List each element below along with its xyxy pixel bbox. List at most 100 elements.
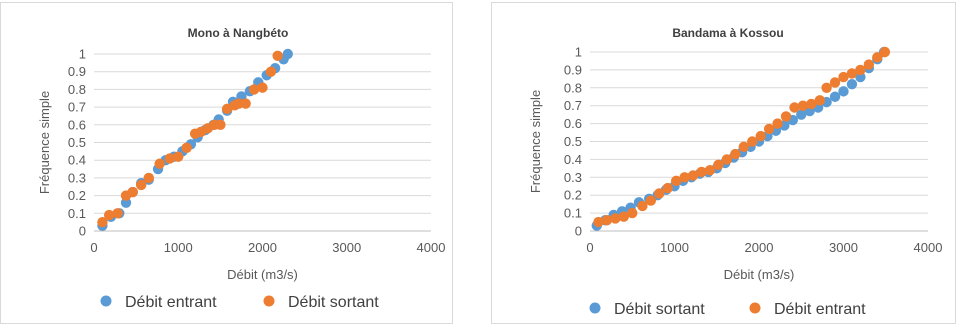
- data-point-d-bit-entrant: [670, 175, 682, 187]
- data-point-d-bit-entrant: [730, 148, 741, 160]
- data-point-d-bit-entrant: [838, 71, 849, 83]
- chart-svg-mono-nangbeto: Mono à Nangbéto 0 0.1 0.2 0.3 0.4 0.5 0.6 0.7 0.8…: [37, 26, 446, 311]
- data-point-d-bit-sortant: [265, 66, 277, 77]
- y-tick-label: 0.5: [68, 135, 86, 150]
- legend-label: Débit entrant: [125, 294, 217, 311]
- data-point-d-bit-sortant: [143, 172, 154, 184]
- y-tick-label: 0.7: [564, 98, 582, 113]
- data-point-d-bit-entrant: [618, 211, 629, 222]
- data-point-d-bit-sortant: [240, 98, 251, 109]
- y-axis-label: Fréquence simple: [37, 91, 52, 194]
- x-tick-label: 4000: [914, 240, 943, 255]
- y-tick-label: 0.3: [68, 170, 86, 185]
- data-point-d-bit-entrant: [696, 166, 707, 178]
- data-point-d-bit-entrant: [610, 213, 621, 224]
- y-tick-label: 0.8: [68, 82, 86, 97]
- data-point-d-bit-sortant: [103, 209, 115, 221]
- chart-mono-nangbeto: Mono à Nangbéto 0 0.1 0.2 0.3 0.4 0.5 0.6 0.7 0.8…: [0, 2, 453, 324]
- chart-title: Mono à Nangbéto: [188, 26, 289, 40]
- data-point-d-bit-entrant: [593, 216, 604, 228]
- x-tick-label: 0: [586, 240, 593, 255]
- y-tick-label: 0.8: [564, 80, 582, 95]
- data-point-d-bit-entrant: [645, 195, 657, 206]
- y-tick-label: 0.2: [564, 188, 582, 203]
- data-point-d-bit-entrant: [829, 77, 841, 88]
- data-point-d-bit-entrant: [821, 82, 832, 94]
- y-tick-label: 0.4: [564, 152, 582, 167]
- chart-bandama-kossou: Bandama à Kossou 0 0.1 0.2 0.3 0.4 0.5 0.6 0.7 0.…: [491, 2, 956, 324]
- chart-title: Bandama à Kossou: [672, 26, 783, 40]
- y-tick-label: 0.9: [68, 64, 86, 79]
- data-point-d-bit-entrant: [687, 170, 699, 181]
- y-tick-label: 0.5: [564, 134, 582, 149]
- y-tick-label: 0.4: [68, 153, 86, 168]
- y-tick-label: 0.6: [564, 116, 582, 131]
- data-point-d-bit-entrant: [814, 95, 826, 106]
- data-point-d-bit-entrant: [637, 200, 648, 212]
- data-point-d-bit-sortant: [173, 151, 184, 162]
- data-point-d-bit-sortant: [164, 153, 176, 164]
- x-tick-label: 4000: [417, 240, 446, 255]
- x-axis-label: Débit (m3/s): [724, 267, 795, 282]
- data-point-d-bit-entrant: [855, 64, 866, 76]
- legend-marker: [263, 295, 275, 307]
- x-tick-label: 3000: [829, 240, 858, 255]
- data-point-d-bit-sortant: [846, 79, 858, 90]
- legend-marker: [589, 302, 601, 314]
- data-point-d-bit-sortant: [829, 91, 841, 102]
- legend-marker: [100, 295, 112, 307]
- data-point-d-bit-sortant: [97, 216, 108, 228]
- legend-label: Débit entrant: [774, 301, 866, 318]
- data-point-d-bit-entrant: [772, 118, 783, 129]
- data-point-d-bit-entrant: [627, 207, 638, 219]
- y-tick-label: 0.1: [564, 206, 582, 221]
- y-tick-label: 1: [575, 45, 582, 60]
- data-point-d-bit-entrant: [863, 59, 875, 70]
- y-tick-label: 0.6: [68, 117, 86, 132]
- legend-label: Débit sortant: [288, 294, 379, 311]
- data-point-d-bit-entrant: [662, 182, 673, 194]
- y-tick-label: 0.7: [68, 100, 86, 115]
- legend-marker: [749, 302, 761, 314]
- x-tick-label: 2000: [248, 240, 277, 255]
- y-axis-label: Fréquence simple: [528, 90, 543, 193]
- x-tick-label: 3000: [332, 240, 361, 255]
- data-point-d-bit-entrant: [282, 48, 293, 60]
- data-point-d-bit-entrant: [713, 159, 724, 170]
- y-tick-label: 0.2: [68, 188, 86, 203]
- data-point-d-bit-sortant: [257, 82, 268, 93]
- data-point-d-bit-sortant: [127, 186, 138, 198]
- y-tick-label: 0: [575, 224, 582, 239]
- x-tick-label: 1000: [660, 240, 689, 255]
- data-point-d-bit-sortant: [112, 208, 123, 219]
- data-point-d-bit-entrant: [721, 154, 733, 165]
- data-point-d-bit-entrant: [780, 111, 792, 122]
- data-point-d-bit-entrant: [738, 141, 749, 153]
- data-point-d-bit-entrant: [797, 100, 809, 111]
- data-point-d-bit-sortant: [272, 50, 283, 61]
- data-point-d-bit-sortant: [181, 142, 192, 154]
- data-point-d-bit-sortant: [855, 71, 866, 83]
- data-point-d-bit-entrant: [806, 98, 817, 110]
- chart-svg-bandama-kossou: Bandama à Kossou 0 0.1 0.2 0.3 0.4 0.5 0.6 0.7 0.…: [528, 26, 943, 318]
- data-point-d-bit-entrant: [755, 130, 766, 142]
- x-tick-label: 1000: [164, 240, 193, 255]
- y-tick-label: 0.9: [564, 62, 582, 77]
- x-axis-label: Débit (m3/s): [227, 267, 298, 282]
- y-tick-label: 0.1: [68, 206, 86, 221]
- data-point-d-bit-entrant: [846, 68, 858, 79]
- data-point-d-bit-entrant: [879, 46, 891, 58]
- data-point-d-bit-entrant: [763, 123, 775, 135]
- data-point-d-bit-entrant: [601, 215, 613, 226]
- data-point-d-bit-sortant: [154, 158, 165, 169]
- y-tick-label: 0: [79, 224, 86, 239]
- y-tick-label: 0.3: [564, 170, 582, 185]
- x-tick-label: 2000: [745, 240, 774, 255]
- data-point-d-bit-sortant: [796, 109, 807, 120]
- data-point-d-bit-sortant: [215, 119, 226, 130]
- data-point-d-bit-sortant: [838, 86, 849, 97]
- data-point-d-bit-sortant: [248, 84, 260, 95]
- y-tick-label: 1: [79, 47, 86, 62]
- data-point-d-bit-sortant: [135, 179, 147, 191]
- x-tick-label: 0: [90, 240, 97, 255]
